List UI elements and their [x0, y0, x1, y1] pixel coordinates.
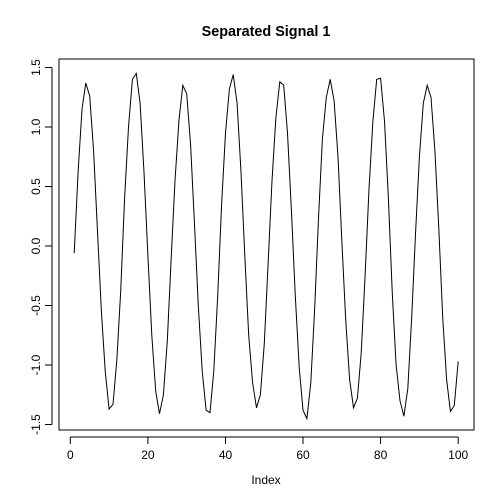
- x-tick-label: 20: [141, 448, 155, 462]
- x-tick-label: 40: [219, 448, 233, 462]
- y-axis: -1.5 -1.0 -0.5 0.0 0.5 1.0 1.5: [29, 59, 53, 435]
- chart-title: Separated Signal 1: [202, 24, 331, 40]
- y-tick-label: 0.5: [29, 178, 43, 195]
- plot-frame: [58, 58, 475, 431]
- x-tick-label: 60: [296, 448, 310, 462]
- y-tick-label: -0.5: [29, 295, 43, 316]
- y-tick-label: 1.0: [29, 118, 43, 135]
- y-tick-label: 0.0: [29, 237, 43, 254]
- y-tick-label: -1.0: [29, 354, 43, 375]
- x-axis: 0 20 40 60 80 100: [67, 436, 469, 462]
- x-tick-label: 80: [374, 448, 388, 462]
- x-axis-label: Index: [251, 473, 280, 487]
- x-tick-label: 100: [448, 448, 468, 462]
- x-tick-label: 0: [67, 448, 74, 462]
- y-tick-label: -1.5: [29, 414, 43, 435]
- series-line: [73, 71, 459, 421]
- y-tick-label: 1.5: [29, 59, 43, 76]
